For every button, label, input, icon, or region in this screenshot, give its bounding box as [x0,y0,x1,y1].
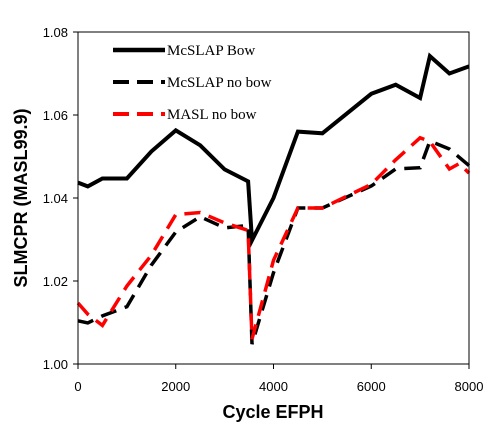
legend-label: McSLAP no bow [167,75,272,91]
y-tick-label: 1.04 [43,191,68,206]
y-tick-label: 1.06 [43,108,68,123]
x-tick-label: 0 [74,379,81,394]
series-line-2 [77,138,471,345]
y-tick-label: 1.02 [43,274,68,289]
series-line-3 [76,135,471,340]
legend-label: MASL no bow [167,107,257,123]
y-axis: 1.00 1.02 1.04 1.06 1.08 [43,25,78,372]
legend: McSLAP Bow McSLAP no bow MASL no bow [113,43,272,123]
x-tick-label: 8000 [455,379,484,394]
y-tick-label: 1.00 [43,357,68,372]
series-line-1 [77,52,470,248]
y-tick-label: 1.08 [43,25,68,40]
x-tick-label: 6000 [357,379,386,394]
x-axis-title: Cycle EFPH [222,402,323,422]
legend-label: McSLAP Bow [167,43,255,59]
y-axis-title: SLMCPR (MASL99.9) [11,108,31,287]
x-axis: 0 2000 4000 6000 8000 [74,364,483,394]
x-tick-label: 2000 [161,379,190,394]
plot-lines [76,52,471,345]
x-tick-label: 4000 [259,379,288,394]
